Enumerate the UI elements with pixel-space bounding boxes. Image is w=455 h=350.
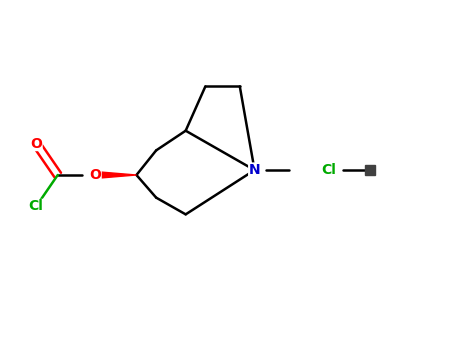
Text: Cl: Cl — [321, 163, 336, 177]
Text: Cl: Cl — [29, 199, 44, 213]
Text: O: O — [30, 136, 42, 150]
Polygon shape — [95, 172, 136, 178]
Text: N: N — [249, 163, 260, 177]
Text: O: O — [89, 168, 101, 182]
